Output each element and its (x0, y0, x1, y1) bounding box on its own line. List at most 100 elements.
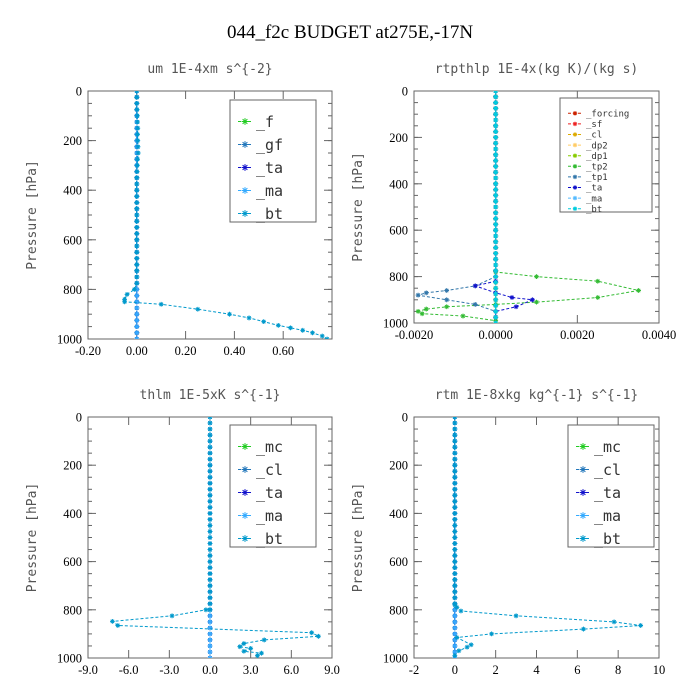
data-point (493, 117, 499, 123)
y-tick-label: 200 (63, 134, 82, 148)
data-point (207, 613, 213, 619)
data-point (134, 305, 140, 311)
data-point (255, 653, 260, 658)
panels: um 1E-4xm s^{-2}Pressure [hPa]-0.20 0.00 0… (25, 62, 676, 677)
data-point (122, 299, 127, 305)
data-point (452, 517, 458, 522)
x-tick-label: 0.40 (223, 344, 245, 358)
data-point (452, 426, 458, 432)
data-point (452, 559, 458, 564)
data-point (134, 101, 140, 106)
legend-swatch-marker (572, 153, 578, 158)
data-point (454, 635, 460, 640)
data-point (493, 262, 499, 268)
data-point (207, 529, 213, 534)
data-point (207, 535, 213, 540)
legend-swatch-marker (572, 164, 578, 169)
data-point (207, 559, 213, 564)
data-point (275, 322, 281, 328)
x-tick-label: 10 (653, 663, 666, 677)
data-point (444, 304, 450, 310)
data-point (493, 158, 499, 163)
x-tick-label: 0.0040 (642, 328, 676, 342)
series-bt (452, 417, 644, 658)
data-point (493, 216, 499, 221)
y-tick-label: 200 (63, 459, 82, 473)
legend-item-bt: _bt (238, 530, 283, 548)
x-tick-label: 4 (533, 663, 540, 677)
x-tick-label: 6.0 (284, 663, 300, 677)
data-point (134, 194, 140, 199)
panel-title: thlm 1E-5xK s^{-1} (140, 388, 281, 403)
data-point (489, 631, 494, 637)
series-line (473, 91, 535, 318)
data-point (207, 583, 213, 589)
legend-label: _gf (256, 136, 283, 154)
data-point (493, 94, 499, 100)
data-point (207, 595, 213, 601)
data-point (207, 655, 213, 658)
data-point (135, 125, 141, 131)
y-tick-label: 0 (402, 411, 408, 425)
data-point (261, 319, 267, 325)
legend-item-ma: _ma (568, 194, 602, 204)
y-tick-label: 0 (76, 411, 82, 425)
data-point (452, 589, 458, 595)
data-point (203, 607, 209, 613)
data-point (310, 330, 315, 336)
data-point (207, 601, 213, 607)
y-tick-label: 1000 (57, 333, 82, 347)
data-point (134, 91, 140, 94)
data-point (134, 274, 140, 280)
data-point (316, 633, 321, 639)
data-point (452, 625, 458, 631)
legend-item-ta: _ta (238, 484, 283, 502)
data-point (241, 641, 247, 646)
data-point (452, 456, 458, 462)
y-tick-label: 200 (389, 459, 408, 473)
data-point (452, 523, 458, 528)
data-point (452, 595, 458, 601)
y-tick-label: 600 (389, 555, 408, 569)
data-point (452, 504, 458, 510)
data-point (207, 426, 213, 432)
data-point (134, 169, 140, 174)
legend-swatch-marker (241, 443, 249, 450)
data-point (207, 577, 213, 583)
data-point (493, 175, 499, 181)
x-tick-label: 0.0 (202, 663, 218, 677)
data-point (534, 299, 539, 305)
data-point (207, 486, 213, 492)
y-axis-label: Pressure [hPa] (351, 483, 366, 593)
data-point (169, 613, 175, 619)
series-ta (472, 91, 535, 320)
data-point (134, 330, 140, 336)
data-point (452, 486, 458, 492)
data-point (135, 138, 141, 143)
legend-swatch-marker (572, 111, 578, 116)
data-point (227, 311, 232, 317)
x-tick-label: 0.20 (175, 344, 197, 358)
data-point (493, 129, 499, 134)
legend-swatch-marker (579, 443, 587, 450)
data-point (207, 432, 213, 438)
legend-item-ta: _ta (238, 159, 283, 177)
y-tick-label: 1000 (383, 317, 408, 331)
data-point (423, 306, 429, 312)
data-point (493, 152, 499, 158)
data-point (134, 237, 140, 243)
data-point (134, 280, 140, 286)
data-point (134, 249, 140, 255)
legend-item-dp2: _dp2 (568, 141, 608, 151)
data-point (452, 577, 458, 583)
data-point (444, 288, 450, 293)
data-point (207, 517, 213, 522)
data-point (595, 295, 601, 300)
data-point (419, 311, 425, 317)
legend-swatch-marker (241, 210, 249, 217)
y-tick-label: 400 (389, 177, 408, 191)
legend-label: _f (256, 113, 274, 131)
legend-label: _ma (256, 182, 283, 200)
data-point (493, 135, 499, 140)
data-point (493, 169, 499, 175)
